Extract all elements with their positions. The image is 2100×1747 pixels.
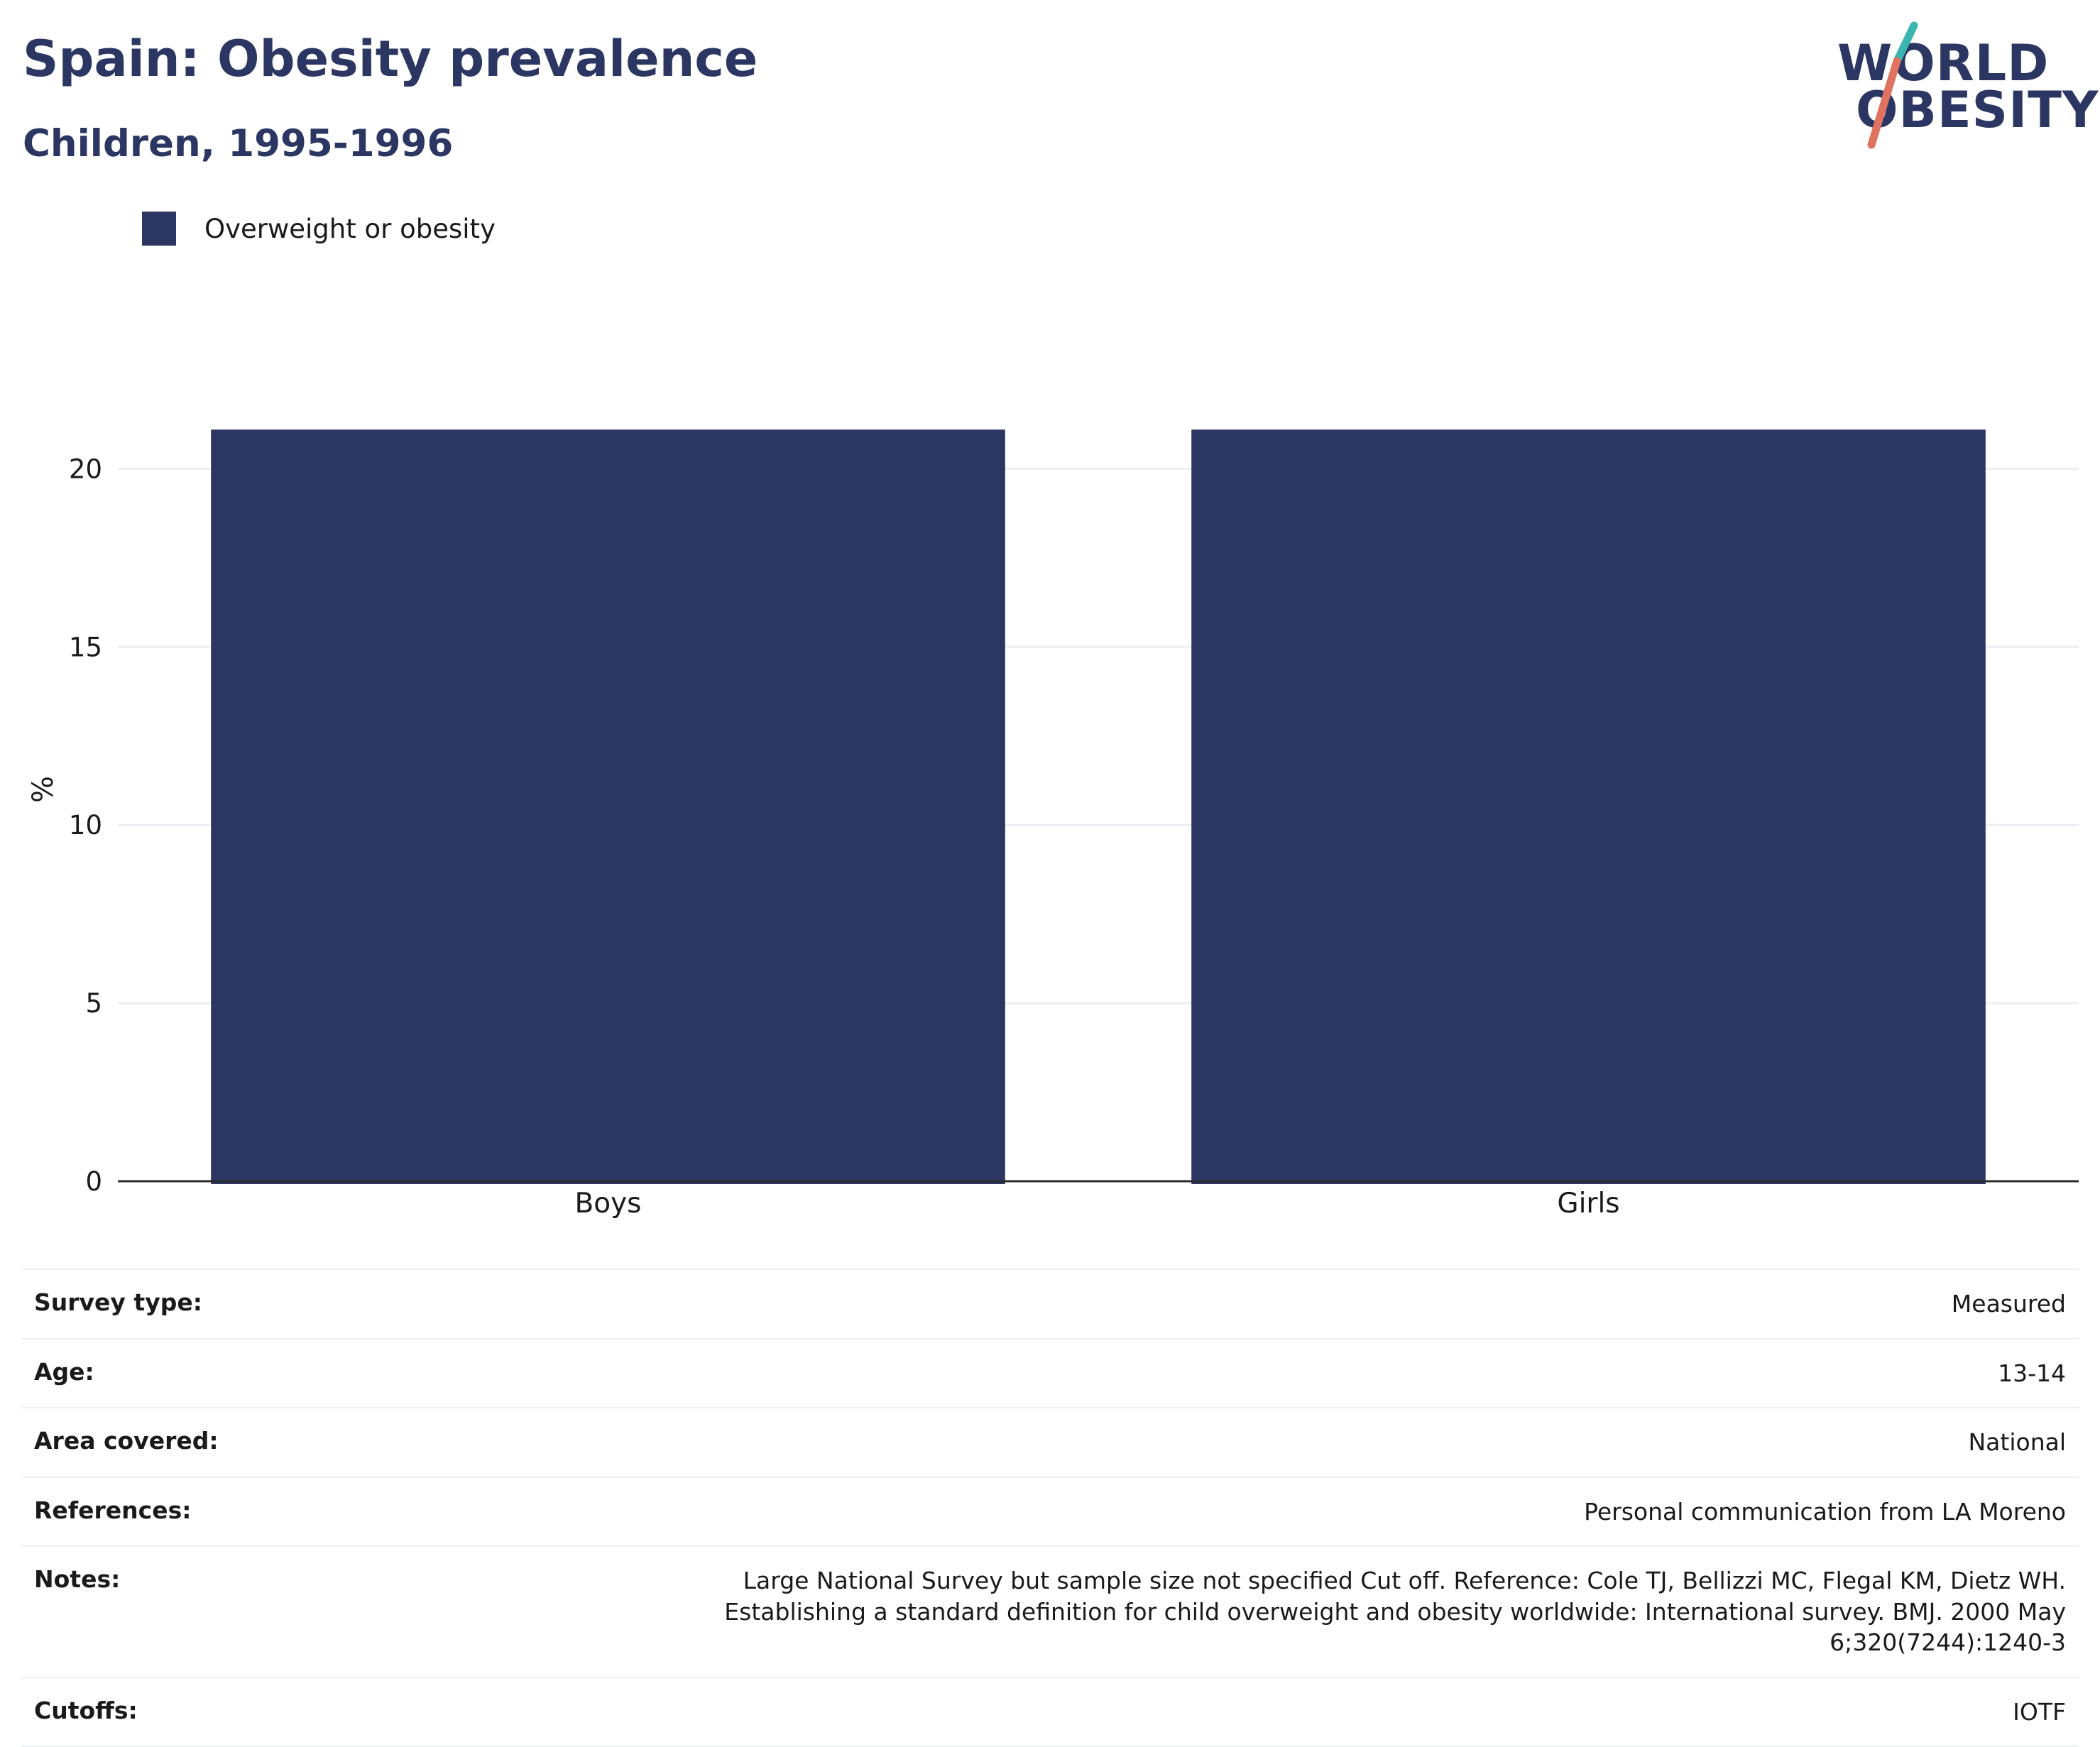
bar-boys[interactable] [211, 429, 1005, 1185]
axes: 0 5 10 15 20 Boys Girls% [27, 454, 2079, 1220]
chart-legend: Overweight or obesity [142, 212, 496, 246]
info-row-references: References: Personal communication from … [21, 1477, 2079, 1547]
info-key: Survey type: [34, 1288, 202, 1316]
info-value: Large National Survey but sample size no… [277, 1546, 2079, 1677]
info-key: References: [34, 1496, 192, 1524]
info-value: IOTF [2013, 1697, 2066, 1726]
info-key: Area covered: [34, 1427, 219, 1455]
info-row-notes: Notes: Large National Survey but sample … [21, 1546, 2079, 1677]
y-tick-label: 15 [69, 632, 102, 662]
bars [211, 429, 1986, 1185]
bar-girls[interactable] [1191, 429, 1986, 1185]
info-key: Notes: [34, 1565, 121, 1594]
info-row-area-covered: Area covered: National [21, 1408, 2079, 1477]
info-value: 13-14 [1998, 1359, 2066, 1387]
info-value: Personal communication from LA Moreno [1584, 1497, 2066, 1526]
x-tick-label: Girls [1557, 1188, 1619, 1220]
info-value: Measured [1951, 1290, 2066, 1318]
y-tick-label: 0 [85, 1166, 102, 1197]
info-row-cutoffs: Cutoffs: IOTF [21, 1677, 2079, 1747]
survey-info-table: Survey type: Measured Age: 13-14 Area co… [21, 1269, 2079, 1747]
info-key: Cutoffs: [34, 1696, 138, 1724]
info-row-age: Age: 13-14 [21, 1338, 2079, 1408]
y-tick-label: 5 [85, 988, 102, 1019]
logo-line-1: WORLD [1837, 34, 2050, 92]
notes-text: Large National Survey but sample size no… [724, 1567, 2066, 1657]
y-axis-label: % [27, 776, 60, 803]
bar-chart: 0 5 10 15 20 Boys Girls% [27, 429, 2079, 1220]
chart-subtitle: Children, 1995-1996 [23, 122, 454, 165]
info-value: National [1968, 1428, 2066, 1457]
legend-label: Overweight or obesity [204, 213, 496, 244]
world-obesity-logo: WORLD OBESITY [1837, 20, 2099, 152]
x-tick-label: Boys [574, 1188, 641, 1220]
y-tick-label: 10 [69, 810, 102, 840]
logo-line-2: OBESITY [1856, 81, 2099, 139]
logo-slash-icon [1867, 21, 1918, 149]
info-key: Age: [34, 1357, 94, 1386]
legend-swatch [142, 212, 176, 246]
y-tick-label: 20 [69, 454, 102, 484]
info-row-survey-type: Survey type: Measured [21, 1269, 2079, 1339]
chart-title: Spain: Obesity prevalence [23, 30, 758, 88]
